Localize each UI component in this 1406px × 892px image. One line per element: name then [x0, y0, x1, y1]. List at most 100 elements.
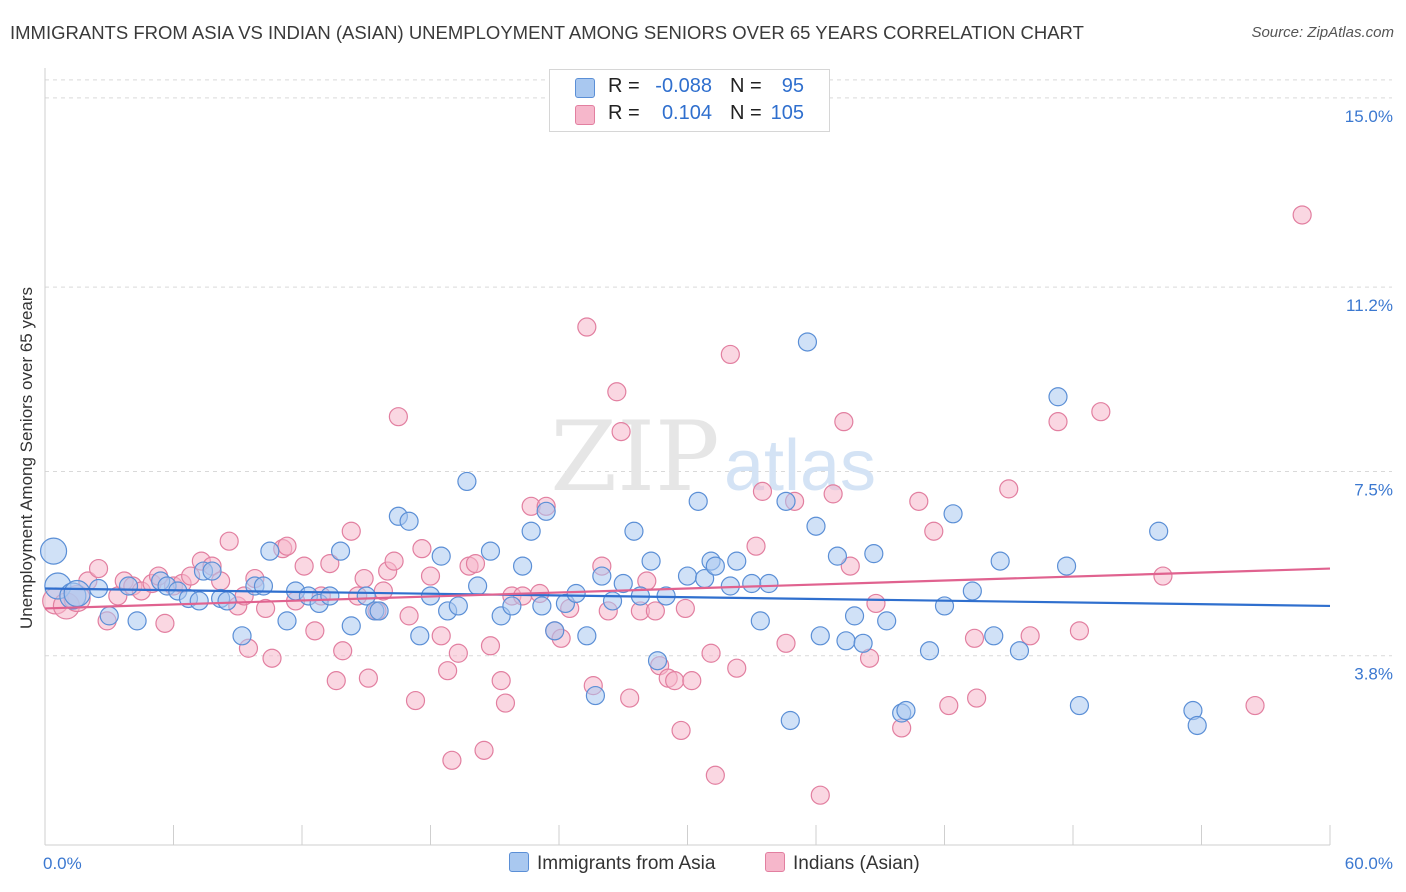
indians-asian-point — [746, 536, 766, 556]
indians-asian-point — [219, 531, 239, 551]
indians-asian-point — [341, 521, 361, 541]
y-tick-label: 15.0% — [1345, 107, 1393, 126]
indians-asian-point — [705, 765, 725, 785]
n-label: N = — [730, 102, 762, 124]
n-label: N = — [730, 75, 762, 97]
immigrants-asia-point — [776, 491, 796, 511]
immigrants-asia-point — [624, 521, 644, 541]
indians-asian-point — [384, 551, 404, 571]
immigrants-asia-point — [399, 511, 419, 531]
immigrants-asia-point — [705, 556, 725, 576]
immigrants-asia-point — [521, 521, 541, 541]
indians-asian-point — [645, 601, 665, 621]
immigrants-asia-point — [232, 626, 252, 646]
immigrants-asia-point — [1009, 641, 1030, 661]
indians-asian-point — [1020, 626, 1040, 646]
x-tick-label: 0.0% — [43, 854, 82, 873]
immigrants-asia-point — [647, 651, 668, 671]
indians-asian-point — [326, 671, 346, 691]
immigrants-asia-point — [202, 561, 222, 581]
pink-swatch — [765, 852, 785, 872]
indians-asian-point — [720, 344, 740, 365]
immigrants-asia-point — [577, 626, 597, 646]
immigrants-asia-point — [127, 611, 147, 631]
axes — [44, 68, 1331, 846]
x-tick-label: 60.0% — [1345, 854, 1393, 873]
legend-item-indians: Indians (Asian) — [765, 852, 920, 875]
indians-asian-point — [405, 690, 426, 711]
source-label: Source: ZipAtlas.com — [1251, 24, 1394, 41]
indians-asian-point — [294, 556, 314, 576]
indians-asian-point — [255, 598, 276, 619]
indians-asian-point — [823, 484, 843, 504]
immigrants-asia-point — [118, 576, 139, 596]
indians-asian-point — [438, 661, 458, 681]
immigrants-asia-point — [341, 616, 361, 636]
indians-asian-point — [420, 566, 441, 586]
immigrants-asia-point — [727, 551, 747, 571]
immigrants-asia-point — [585, 685, 606, 706]
indians-asian-point — [448, 643, 468, 663]
stats-row-immigrants: R = -0.088 N = 95 — [550, 75, 829, 101]
n-value: 105 — [770, 102, 804, 124]
immigrants-asia-point — [984, 626, 1004, 646]
indians-asian-point — [840, 556, 860, 576]
immigrants-asia-points — [39, 332, 1207, 736]
immigrants-asia-point — [780, 710, 800, 731]
immigrants-asia-point — [602, 591, 623, 611]
indians-asian-point — [262, 648, 282, 668]
immigrants-asia-point — [320, 586, 340, 606]
immigrants-asia-point — [410, 626, 430, 646]
indians-asian-point — [924, 521, 944, 541]
immigrants-asia-point — [356, 586, 376, 606]
immigrants-asia-point — [836, 631, 856, 651]
indians-asian-point — [611, 422, 631, 442]
indians-asian-point — [1245, 695, 1265, 716]
immigrants-asia-point — [990, 551, 1010, 571]
immigrants-asia-point — [896, 700, 916, 721]
immigrants-asia-point — [919, 641, 940, 661]
legend-label: Immigrants from Asia — [537, 853, 716, 874]
immigrants-asia-point — [797, 332, 818, 352]
indians-asian-point — [474, 740, 494, 760]
indians-asian-point — [442, 750, 462, 770]
immigrants-asia-point — [1187, 715, 1207, 736]
indians-asian-point — [358, 668, 378, 688]
immigrants-asia-point — [844, 606, 865, 626]
y-axis-label: Unemployment Among Seniors over 65 years — [17, 286, 36, 630]
immigrants-asia-point — [566, 583, 586, 604]
indians-asian-point — [834, 412, 854, 432]
indians-asian-point — [1091, 402, 1111, 422]
indians-asian-point — [682, 671, 702, 691]
immigrants-asia-point — [189, 591, 209, 611]
indians-asian-point — [909, 491, 929, 511]
immigrants-asia-point — [369, 601, 389, 621]
indians-asian-point — [866, 593, 886, 614]
y-tick-label: 3.8% — [1354, 665, 1393, 684]
immigrants-asia-point — [853, 633, 873, 653]
indians-asian-point — [939, 695, 959, 716]
indians-asian-point — [1153, 566, 1173, 586]
immigrants-asia-point — [217, 591, 237, 611]
watermark-atlas: atlas — [724, 426, 876, 506]
immigrants-asia-point — [468, 576, 488, 596]
y-tick-label: 11.2% — [1346, 296, 1393, 315]
immigrants-asia-point — [827, 546, 848, 566]
immigrants-asia-point — [742, 573, 762, 594]
indians-asian-point — [620, 688, 640, 708]
r-value: -0.088 — [655, 75, 712, 97]
stats-row-indians: R = 0.104 N = 105 — [550, 102, 829, 128]
immigrants-asia-point — [1056, 556, 1077, 576]
immigrants-asia-point — [545, 621, 565, 641]
immigrants-asia-point — [502, 596, 522, 616]
immigrants-asia-point — [613, 573, 633, 594]
indians-asian-point — [1292, 205, 1312, 225]
indians-asian-point — [277, 536, 297, 556]
indians-asian-point — [88, 558, 109, 579]
immigrants-asia-point — [641, 551, 661, 571]
y-tick-label: 7.5% — [1354, 480, 1393, 499]
indians-asian-point — [480, 636, 501, 656]
immigrants-asia-point — [677, 566, 698, 586]
immigrants-asia-point — [63, 579, 91, 608]
